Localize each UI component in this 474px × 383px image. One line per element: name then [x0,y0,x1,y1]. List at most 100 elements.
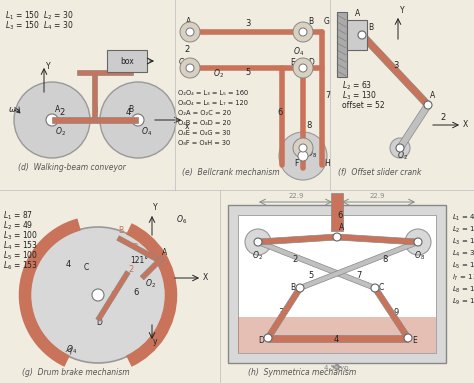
Text: 7: 7 [356,271,361,280]
Text: 3: 3 [92,106,98,115]
Text: $L_4$ = 38.3: $L_4$ = 38.3 [452,249,474,259]
Text: $L_6$ = 153: $L_6$ = 153 [3,259,38,272]
Circle shape [293,22,313,42]
Polygon shape [299,240,419,290]
Circle shape [293,138,313,158]
Text: G: G [324,17,330,26]
Text: $\omega_2$: $\omega_2$ [8,105,20,116]
Text: O₂A = O₂C = 20: O₂A = O₂C = 20 [178,110,231,116]
Text: B: B [308,17,313,26]
Text: $L_1$ = 150  $L_2$ = 30: $L_1$ = 150 $L_2$ = 30 [5,9,74,21]
Circle shape [358,31,366,39]
Text: B: B [368,23,373,32]
Text: D: D [308,58,314,67]
Text: C: C [379,283,384,292]
Text: H: H [324,159,330,168]
Polygon shape [373,286,410,340]
Text: 3: 3 [132,243,137,252]
Circle shape [371,284,379,292]
Circle shape [46,114,58,126]
Circle shape [186,28,194,36]
Circle shape [298,151,308,161]
Circle shape [100,82,176,158]
Circle shape [245,229,271,255]
Polygon shape [359,33,430,107]
Text: 2: 2 [184,45,189,54]
Text: $O_8$: $O_8$ [414,249,425,262]
Polygon shape [397,103,431,150]
Text: box: box [120,57,134,65]
Text: (f)  Offset slider crank: (f) Offset slider crank [338,168,421,177]
Text: E: E [412,336,417,345]
Text: $L_5$ = 13.3: $L_5$ = 13.3 [452,261,474,271]
Text: D: D [96,318,102,327]
Text: $O_2$: $O_2$ [397,149,408,162]
Circle shape [405,229,431,255]
Text: (e)  Bellcrank mechanism: (e) Bellcrank mechanism [182,168,280,177]
Polygon shape [257,240,376,290]
Text: $L_8$ = 19.8: $L_8$ = 19.8 [452,285,474,295]
Text: O₈F = O₈H = 30: O₈F = O₈H = 30 [178,140,230,146]
Text: B: B [118,226,123,235]
Text: 22.9: 22.9 [370,193,385,199]
Text: 8: 8 [382,255,387,264]
Text: $L_3$ = 19.4: $L_3$ = 19.4 [452,237,474,247]
Text: O₂O₄ = L₃ = L₅ = 160: O₂O₄ = L₃ = L₅ = 160 [178,90,248,96]
Text: O₈O₄ = L₆ = L₇ = 120: O₈O₄ = L₆ = L₇ = 120 [178,100,248,106]
Circle shape [254,238,262,246]
Text: Y: Y [46,62,51,71]
Text: 2: 2 [59,108,64,117]
Text: 3: 3 [246,19,251,28]
Text: 5: 5 [246,68,251,77]
Text: Y: Y [400,6,405,15]
Text: X: X [203,273,208,282]
Bar [238,317,436,353]
Text: 2: 2 [128,265,133,274]
Text: 5: 5 [308,271,313,280]
Bar [228,205,446,363]
Text: (d)  Walking-beam conveyor: (d) Walking-beam conveyor [18,163,126,172]
Text: A: A [355,9,360,18]
Text: 22.9: 22.9 [289,193,304,199]
Text: $O_2$: $O_2$ [55,125,66,137]
Circle shape [404,334,412,342]
Circle shape [279,132,327,180]
Text: $L_3$ = 100: $L_3$ = 100 [3,229,38,242]
Polygon shape [265,286,302,340]
Text: offset = 52: offset = 52 [342,101,384,110]
Text: x: x [185,122,190,131]
Text: 6: 6 [277,108,283,117]
Circle shape [30,227,166,363]
Text: $L_2$ = 63: $L_2$ = 63 [342,79,372,92]
Circle shape [333,233,341,241]
Text: $L_1$ = 45.8: $L_1$ = 45.8 [452,213,474,223]
Text: B: B [128,105,133,114]
Circle shape [186,64,194,72]
Text: 6: 6 [133,288,138,297]
Polygon shape [77,69,133,75]
Text: 4: 4 [66,260,71,269]
Circle shape [299,28,307,36]
Bar [347,20,367,50]
Text: 3: 3 [278,308,283,317]
Circle shape [14,82,90,158]
Circle shape [296,284,304,292]
Text: C: C [179,58,184,67]
Text: y: y [153,337,157,346]
Text: (h)  Symmetrica mechanism: (h) Symmetrica mechanism [248,368,356,377]
Circle shape [180,58,200,78]
Bar [238,215,436,353]
Text: $L_4$ = 153: $L_4$ = 153 [3,239,38,252]
Circle shape [299,64,307,72]
Text: $O_6$: $O_6$ [176,213,187,226]
Text: 7: 7 [325,91,330,100]
Text: $O_2$: $O_2$ [213,68,224,80]
Text: $l_7$ = 13.3: $l_7$ = 13.3 [452,273,474,283]
Text: $O_2$: $O_2$ [145,278,156,290]
Text: 8: 8 [306,121,311,130]
Text: $O_4$: $O_4$ [293,45,304,57]
Text: C: C [84,263,89,272]
Text: E: E [290,58,295,67]
Text: $O_4$: $O_4$ [66,343,77,355]
Polygon shape [52,117,138,123]
